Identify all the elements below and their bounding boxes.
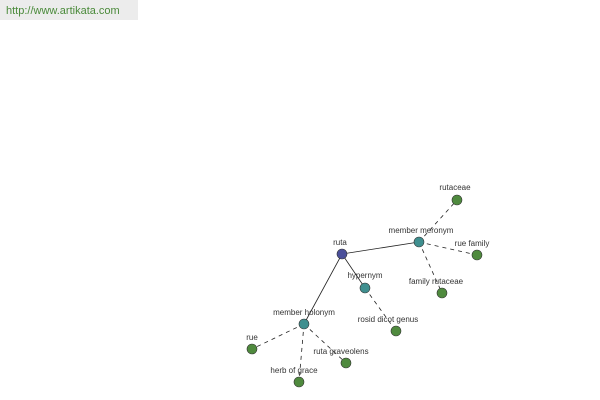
node-label: herb of grace	[270, 366, 318, 375]
dashed-edge	[303, 323, 347, 364]
node[interactable]	[471, 249, 483, 261]
node[interactable]	[359, 282, 371, 294]
dashed-edge	[298, 323, 305, 383]
node-label: rue	[246, 333, 258, 342]
dashed-edge	[418, 241, 443, 294]
node[interactable]	[340, 357, 352, 369]
node-label: member meronym	[389, 226, 454, 235]
node[interactable]	[246, 343, 258, 355]
node[interactable]	[293, 376, 305, 388]
node-label: ruta	[333, 238, 347, 247]
dashed-edge	[364, 287, 397, 332]
dashed-edge	[251, 323, 305, 350]
node[interactable]	[298, 318, 310, 330]
site-url[interactable]: http://www.artikata.com	[0, 0, 138, 20]
node-label: rosid dicot genus	[358, 315, 418, 324]
node-label: rutaceae	[439, 183, 471, 192]
node-label: hypernym	[347, 271, 382, 280]
dashed-edge	[418, 199, 458, 243]
edge	[303, 253, 343, 325]
node[interactable]	[413, 236, 425, 248]
edge	[341, 253, 366, 289]
node[interactable]	[336, 248, 348, 260]
node-label: member holonym	[273, 308, 335, 317]
node-label: rue family	[455, 239, 490, 248]
node-label: family rutaceae	[409, 277, 464, 286]
node[interactable]	[436, 287, 448, 299]
node-label: ruta graveolens	[313, 347, 368, 356]
node[interactable]	[451, 194, 463, 206]
node[interactable]	[390, 325, 402, 337]
dashed-edge	[418, 241, 478, 256]
edge	[341, 241, 420, 255]
